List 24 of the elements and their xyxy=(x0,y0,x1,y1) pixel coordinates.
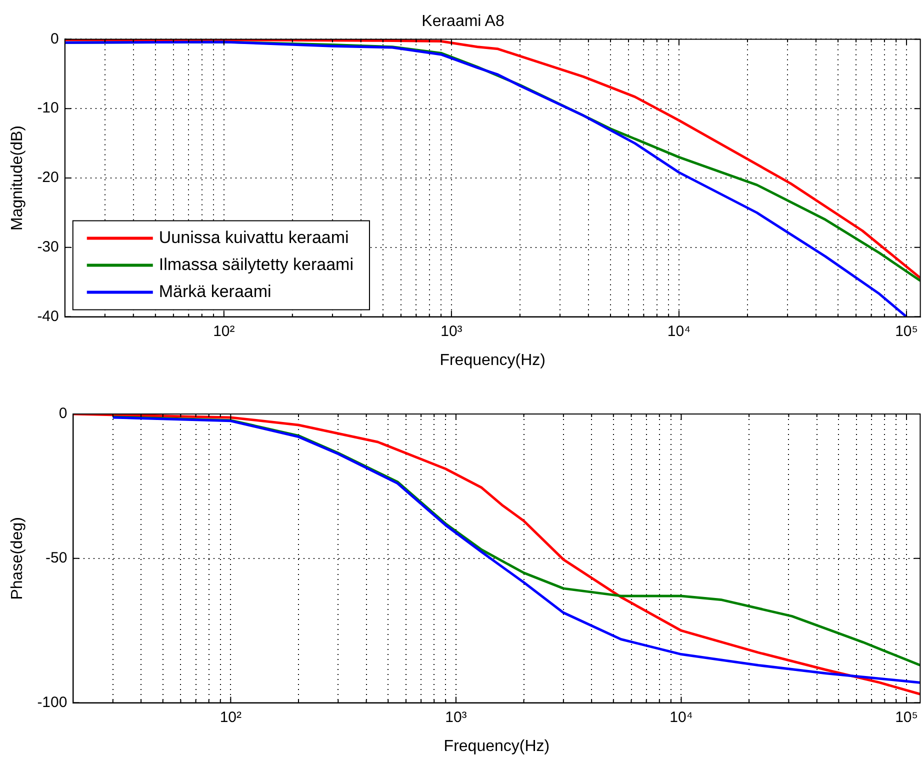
chart-title: Keraami A8 xyxy=(422,13,504,30)
y-tick-label: -50 xyxy=(46,550,68,567)
y-axis-title: Phase(deg) xyxy=(9,517,26,600)
y-tick-label: -100 xyxy=(37,694,68,711)
x-tick-label: 10³ xyxy=(445,708,467,726)
x-tick-label: 10² xyxy=(213,322,235,340)
x-tick-label: 10⁴ xyxy=(667,322,691,340)
x-tick-label: 10⁵ xyxy=(895,708,918,726)
legend-label: Märkä keraami xyxy=(158,282,272,301)
x-axis-title: Frequency(Hz) xyxy=(440,352,546,369)
y-tick-label: -40 xyxy=(37,308,59,325)
x-tick-label: 10⁵ xyxy=(895,322,918,340)
y-axis-title: Magnitude(dB) xyxy=(9,126,26,230)
x-tick-label: 10² xyxy=(220,708,242,726)
y-tick-label: 0 xyxy=(50,30,59,48)
x-tick-label: 10⁴ xyxy=(670,708,693,726)
y-tick-label: 0 xyxy=(58,405,68,422)
legend-label: Uunissa kuivattu keraami xyxy=(158,228,349,247)
legend-label: Ilmassa säilytetty keraami xyxy=(158,254,354,274)
x-axis-title: Frequency(Hz) xyxy=(444,738,550,755)
y-tick-label: -20 xyxy=(37,169,59,186)
y-tick-label: -30 xyxy=(37,238,59,256)
x-tick-label: 10³ xyxy=(440,322,462,340)
y-tick-label: -10 xyxy=(37,100,59,117)
